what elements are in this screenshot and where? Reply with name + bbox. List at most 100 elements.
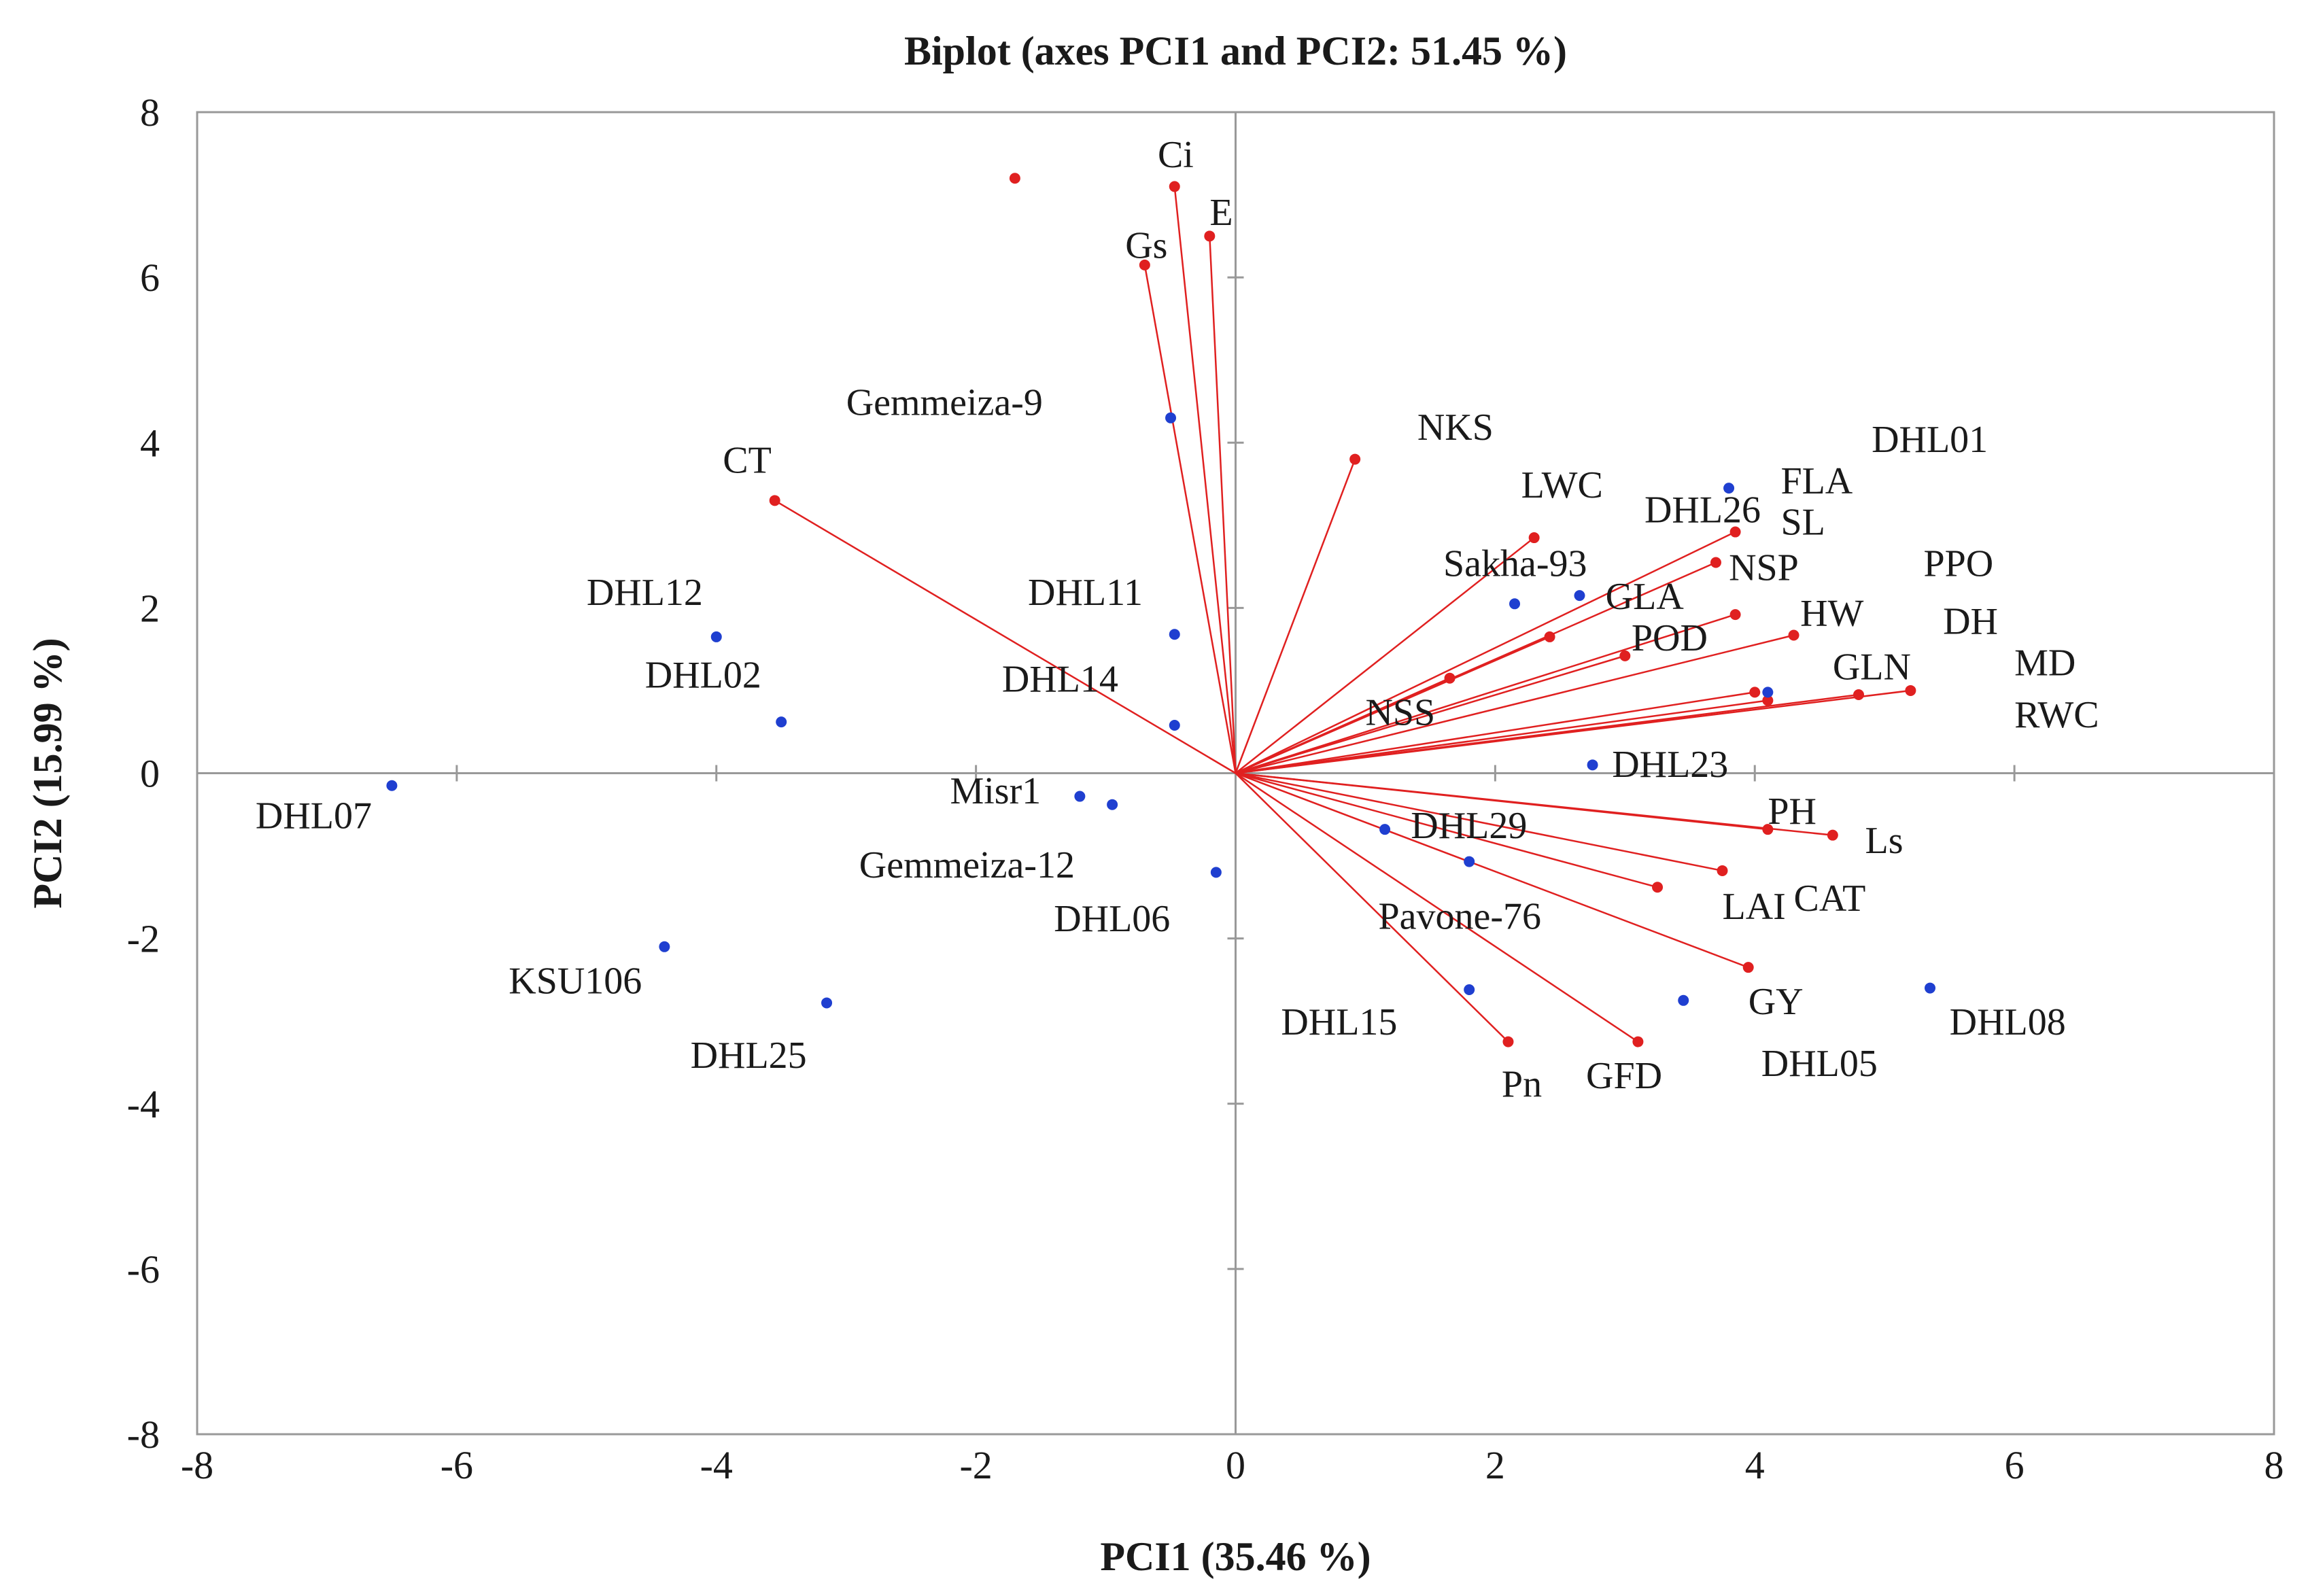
x-tick-label: -2 xyxy=(959,1443,992,1487)
point-label-gemmeiza-9: Gemmeiza-9 xyxy=(846,381,1043,423)
point-label-e: E xyxy=(1209,192,1233,234)
point-label-gln: GLN xyxy=(1833,646,1911,688)
x-tick-label: -8 xyxy=(181,1443,213,1487)
point-label-dhl11: DHL11 xyxy=(1028,572,1143,614)
observation-point-ksu106 xyxy=(659,941,670,952)
variable-point-ci xyxy=(1169,181,1180,192)
vector-cat xyxy=(1235,772,1658,888)
observation-point-dhl01 xyxy=(1723,483,1735,494)
variable-vectors xyxy=(769,173,1916,1047)
observation-point-dhl25 xyxy=(821,997,833,1009)
y-tick-label: 6 xyxy=(140,256,160,300)
point-label-dhl23: DHL23 xyxy=(1612,744,1728,786)
point-label-dhl07: DHL07 xyxy=(256,795,372,837)
vector-sl xyxy=(1235,531,1736,774)
point-label-dhl06: DHL06 xyxy=(1054,898,1170,940)
x-tick-label: 4 xyxy=(1745,1443,1765,1487)
observation-point-dhl29 xyxy=(1379,824,1391,835)
x-tick-label: 2 xyxy=(1485,1443,1505,1487)
vector-hw xyxy=(1235,613,1736,774)
vector-ci xyxy=(1173,186,1237,774)
x-tick-label: 8 xyxy=(2264,1443,2284,1487)
vector-pn xyxy=(1235,772,1509,1043)
variable-point-ppo xyxy=(1762,695,1774,706)
observation-point-dhl14 xyxy=(1169,719,1180,731)
variable-point-gln xyxy=(1749,687,1761,698)
vector-dh xyxy=(1235,634,1794,774)
observation-point-dhl07 xyxy=(386,780,398,791)
x-tick-label: -4 xyxy=(700,1443,733,1487)
variable-point-gla xyxy=(1544,631,1555,642)
variable-point-ls xyxy=(1827,829,1838,841)
variable-point-ph xyxy=(1762,824,1774,835)
y-tick-label: -2 xyxy=(127,917,160,961)
point-label-nsp: NSP xyxy=(1729,547,1799,589)
vector-pod xyxy=(1235,655,1625,774)
observation-points xyxy=(386,412,1936,1009)
vector-gy xyxy=(1235,772,1749,969)
point-label-pod: POD xyxy=(1632,617,1708,659)
y-tick-label: -6 xyxy=(127,1247,160,1291)
observation-point-dhl23 xyxy=(1587,759,1598,771)
vector-rwc xyxy=(1235,689,1911,774)
x-tick-label: -6 xyxy=(441,1443,473,1487)
observation-point-dhl02 xyxy=(776,716,787,728)
point-label-ct: CT xyxy=(723,440,772,482)
y-tick-label: 0 xyxy=(140,752,160,796)
point-label-fla: FLA xyxy=(1780,460,1853,502)
observation-point-dhl05 xyxy=(1678,994,1689,1006)
point-label-pavone-76: Pavone-76 xyxy=(1379,896,1542,938)
variable-point-rwc xyxy=(1905,684,1916,696)
point-label-dhl02: DHL02 xyxy=(645,655,761,697)
variable-point-cat xyxy=(1652,882,1664,893)
variable-point-gfd xyxy=(1632,1036,1644,1047)
variable-point-unlabelled xyxy=(1009,173,1020,184)
y-tick-label: -4 xyxy=(127,1082,160,1126)
vector-ppo xyxy=(1235,699,1768,774)
vector-lai xyxy=(1235,772,1723,872)
point-label-dhl01: DHL01 xyxy=(1872,419,1988,461)
point-label-lwc: LWC xyxy=(1521,464,1603,506)
variable-point-gs xyxy=(1139,259,1150,271)
variable-point-e xyxy=(1204,230,1216,242)
point-label-dhl08: DHL08 xyxy=(1950,1001,2066,1043)
point-label-nks: NKS xyxy=(1417,406,1494,449)
observation-point-fla xyxy=(1762,687,1774,698)
point-label-ci: Ci xyxy=(1158,134,1194,176)
observation-point-gemmeiza-9 xyxy=(1165,412,1177,423)
point-label-cat: CAT xyxy=(1794,878,1866,920)
point-label-ls: Ls xyxy=(1865,820,1904,862)
variable-point-pn xyxy=(1502,1036,1514,1047)
observation-point-sakha-93 xyxy=(1509,598,1521,610)
y-tick-label: 2 xyxy=(140,586,160,630)
point-label-gla: GLA xyxy=(1606,576,1685,618)
point-label-dhl05: DHL05 xyxy=(1761,1043,1878,1085)
observation-point-misr1 xyxy=(1074,791,1086,802)
variable-point-lwc xyxy=(1528,532,1540,544)
point-label-pn: Pn xyxy=(1502,1063,1542,1105)
vector-gfd xyxy=(1235,772,1639,1043)
variable-point-nks xyxy=(1349,453,1361,465)
point-label-dh: DH xyxy=(1943,601,1998,643)
variable-point-nss xyxy=(1444,672,1456,684)
variable-point-nsp xyxy=(1710,557,1721,568)
vector-gs xyxy=(1143,264,1237,774)
y-tick-label: -8 xyxy=(127,1412,160,1457)
point-label-ksu106: KSU106 xyxy=(509,960,642,1002)
point-label-dhl25: DHL25 xyxy=(691,1035,807,1077)
observation-point-dhl11 xyxy=(1169,629,1180,640)
variable-point-gy xyxy=(1742,962,1754,973)
vector-lwc xyxy=(1235,537,1535,774)
point-label-md: MD xyxy=(2014,642,2076,684)
vector-nss xyxy=(1235,677,1451,774)
axis-ticks: -8 -6 -4 -2 0 2 4 6 8 8 6 4 2 0 -2 -4 -6 -8 xyxy=(127,90,2284,1487)
point-label-dhl14: DHL14 xyxy=(1002,659,1118,701)
x-tick-label: 0 xyxy=(1226,1443,1245,1487)
observation-point-dhl08 xyxy=(1925,982,1936,994)
point-label-lai: LAI xyxy=(1723,886,1786,928)
variable-point-pod xyxy=(1619,650,1631,661)
vector-ls xyxy=(1235,772,1833,836)
observation-point-dhl26 xyxy=(1574,590,1585,602)
